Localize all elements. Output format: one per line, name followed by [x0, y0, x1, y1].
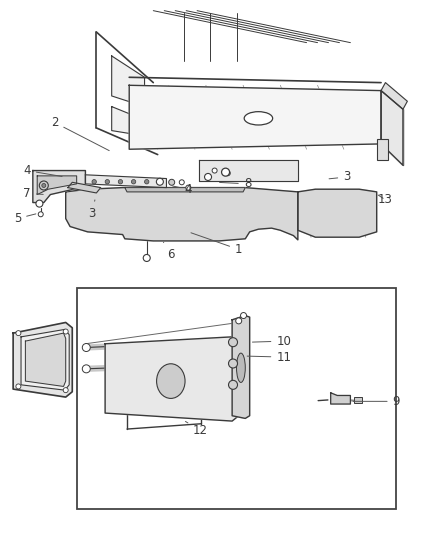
Text: 13: 13	[378, 193, 393, 206]
Bar	[377, 139, 388, 160]
Text: 2: 2	[51, 116, 109, 151]
Text: 12: 12	[185, 422, 208, 437]
Circle shape	[92, 180, 96, 184]
Circle shape	[16, 330, 21, 336]
Polygon shape	[112, 107, 145, 136]
Polygon shape	[298, 189, 377, 237]
Polygon shape	[381, 91, 403, 165]
Circle shape	[16, 384, 21, 389]
Bar	[77, 288, 396, 509]
Ellipse shape	[244, 111, 272, 125]
Text: 8: 8	[219, 177, 251, 190]
Polygon shape	[13, 322, 72, 397]
Circle shape	[63, 329, 68, 334]
Text: 11: 11	[247, 351, 291, 364]
Circle shape	[229, 338, 237, 346]
Polygon shape	[85, 175, 166, 188]
Ellipse shape	[156, 364, 185, 399]
Polygon shape	[125, 188, 245, 192]
Circle shape	[63, 387, 68, 393]
Ellipse shape	[237, 353, 245, 383]
Circle shape	[240, 312, 247, 319]
Polygon shape	[66, 188, 298, 241]
Text: 9: 9	[353, 395, 400, 408]
Text: 6: 6	[163, 242, 175, 261]
Circle shape	[229, 359, 237, 368]
Circle shape	[36, 200, 43, 207]
Circle shape	[145, 180, 149, 184]
Circle shape	[212, 168, 217, 173]
Bar	[354, 397, 362, 403]
Text: 4: 4	[23, 164, 62, 177]
Polygon shape	[381, 83, 407, 109]
Polygon shape	[21, 329, 69, 390]
Circle shape	[38, 212, 43, 217]
Circle shape	[179, 180, 184, 185]
Text: 7: 7	[23, 187, 43, 200]
Circle shape	[229, 381, 237, 389]
Circle shape	[82, 365, 90, 373]
Polygon shape	[112, 56, 145, 107]
Circle shape	[225, 171, 230, 176]
Polygon shape	[68, 182, 101, 193]
Polygon shape	[199, 160, 298, 181]
Circle shape	[186, 185, 191, 190]
Polygon shape	[331, 393, 350, 404]
Polygon shape	[232, 316, 250, 418]
Circle shape	[156, 178, 163, 185]
Circle shape	[82, 343, 90, 352]
Circle shape	[39, 181, 48, 190]
Circle shape	[205, 173, 212, 181]
Polygon shape	[105, 337, 239, 421]
Text: 3: 3	[88, 200, 95, 220]
Circle shape	[169, 179, 175, 185]
Text: 3: 3	[329, 171, 350, 183]
Circle shape	[131, 180, 136, 184]
Circle shape	[143, 254, 150, 262]
Circle shape	[222, 168, 230, 176]
Polygon shape	[129, 85, 381, 149]
Circle shape	[236, 318, 242, 324]
Text: 5: 5	[14, 212, 36, 225]
Polygon shape	[37, 176, 77, 195]
Text: 1: 1	[191, 233, 243, 256]
Circle shape	[105, 180, 110, 184]
Circle shape	[42, 183, 46, 188]
Polygon shape	[25, 333, 66, 386]
Polygon shape	[33, 171, 85, 203]
Text: 10: 10	[252, 335, 291, 348]
Circle shape	[118, 180, 123, 184]
Text: 4: 4	[173, 183, 192, 196]
